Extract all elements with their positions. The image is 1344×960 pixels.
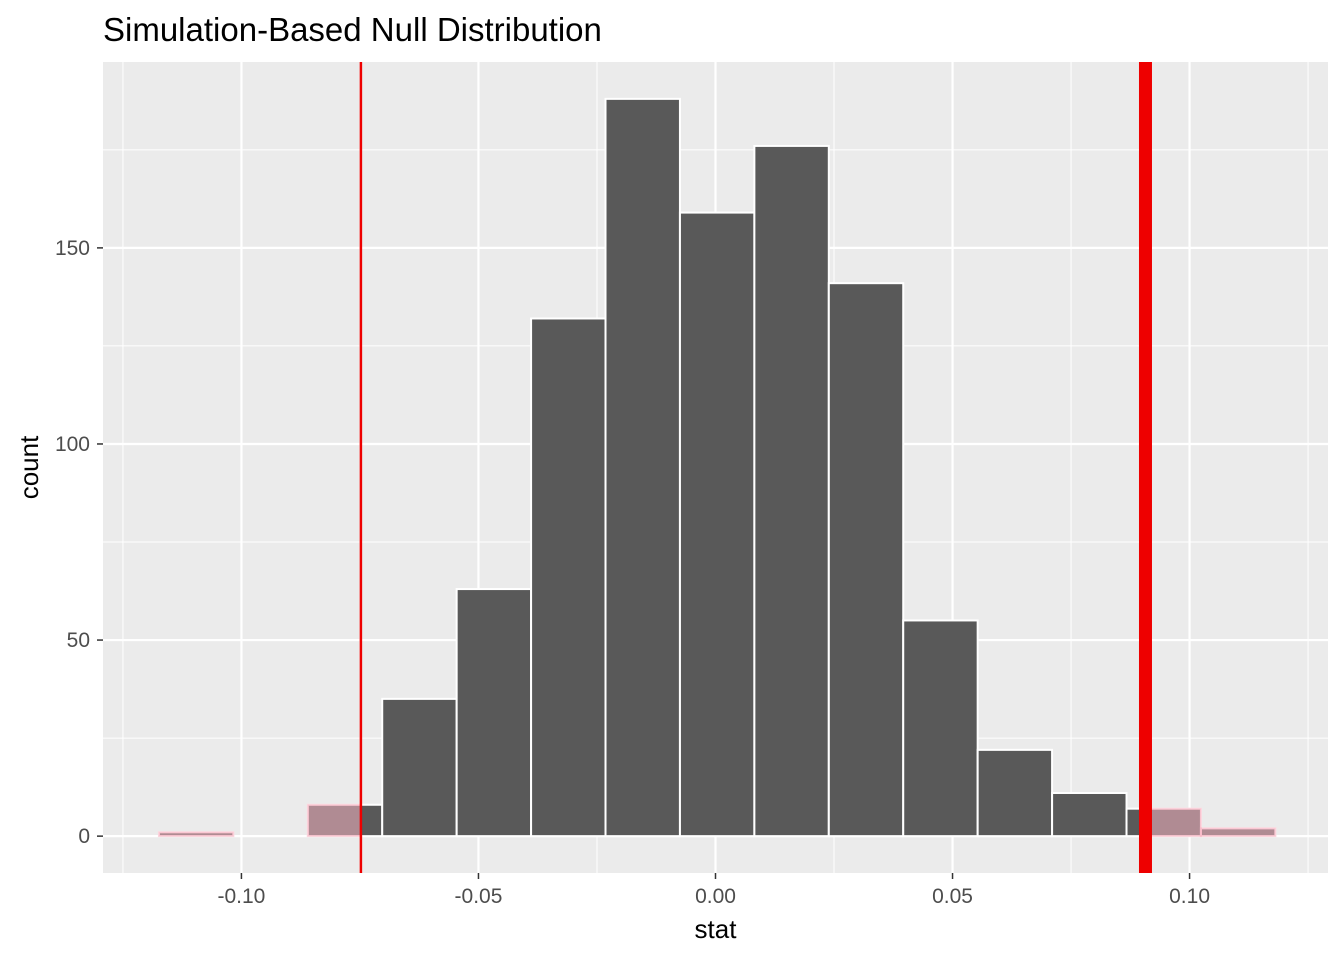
histogram-bar xyxy=(976,748,1054,838)
y-tick-label: 100 xyxy=(55,433,90,456)
chart-title: Simulation-Based Null Distribution xyxy=(103,11,602,48)
y-tick-label: 0 xyxy=(78,825,90,848)
histogram-bar xyxy=(604,97,681,838)
histogram-bar xyxy=(381,697,458,838)
histogram-bar xyxy=(827,282,905,838)
x-tick-label: 0.05 xyxy=(932,885,973,908)
x-axis-title: stat xyxy=(695,914,738,944)
shaded-bar-segment xyxy=(1199,827,1277,838)
x-tick-label: -0.05 xyxy=(455,885,503,908)
histogram-bar xyxy=(530,317,607,838)
shaded-bar-segment xyxy=(1144,807,1202,838)
histogram-bar xyxy=(455,588,533,838)
y-axis-title: count xyxy=(14,435,44,499)
reference-lines xyxy=(359,62,1152,873)
histogram-bar xyxy=(1051,791,1128,838)
y-tick-label: 150 xyxy=(55,237,90,260)
x-tick-label: 0.00 xyxy=(695,885,736,908)
histogram-bar xyxy=(678,211,756,838)
x-tick-label: -0.10 xyxy=(217,885,265,908)
x-axis: -0.10 -0.05 0.00 0.05 0.10 xyxy=(217,873,1210,908)
y-tick-label: 50 xyxy=(67,629,90,652)
y-axis: 0 50 100 150 xyxy=(55,237,103,848)
histogram-bar xyxy=(902,619,979,838)
x-tick-label: 0.10 xyxy=(1169,885,1210,908)
shaded-bar-segment xyxy=(157,831,235,838)
shaded-bar-segment xyxy=(306,803,362,838)
histogram-bar xyxy=(753,144,830,838)
